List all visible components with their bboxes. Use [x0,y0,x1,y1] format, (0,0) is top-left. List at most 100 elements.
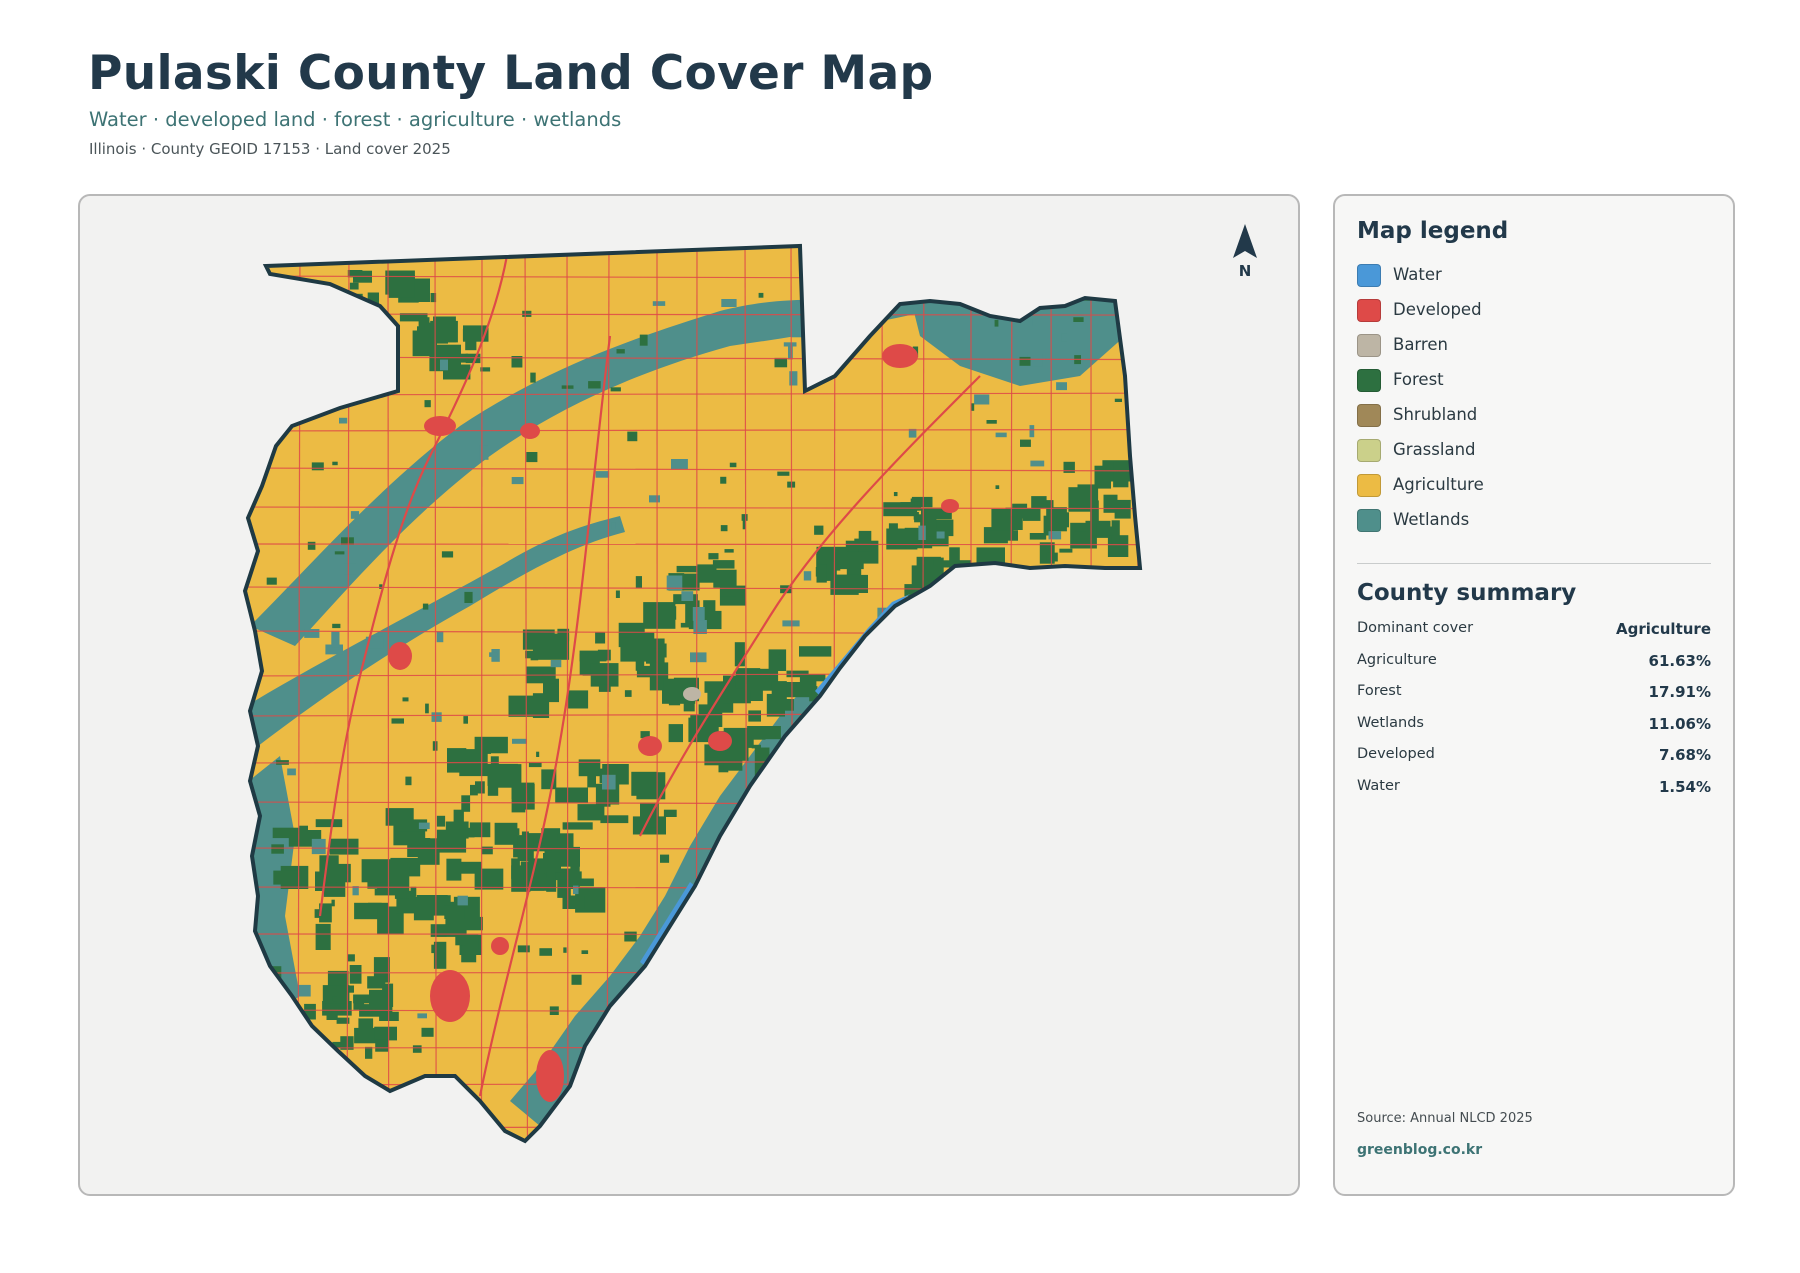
town-developed-area [491,937,509,955]
forest-patch [801,677,817,695]
forest-patch [805,984,817,992]
forest-patch [1101,1071,1106,1083]
forest-patch [639,334,648,346]
forest-patch [530,651,539,661]
wetland-patch [339,417,348,424]
forest-patch [663,809,677,817]
forest-patch [713,569,737,588]
forest-patch [448,861,482,874]
forest-patch [934,509,952,520]
summary-label: Developed [1357,746,1435,762]
forest-patch [920,514,937,530]
forest-patch [872,734,879,746]
forest-patch [960,658,970,663]
road-line [245,543,1140,546]
legend-label: Wetlands [1393,510,1470,529]
forest-patch [886,528,918,550]
highway [318,246,512,917]
forest-patch [385,270,415,295]
wetland-patch [1025,997,1041,1006]
wetland-patch [789,371,798,386]
forest-patch [537,633,570,660]
forest-patch [1062,662,1075,670]
forest-patch [949,547,960,574]
forest-patch [394,879,409,899]
forest-patch [742,517,746,530]
legend-label: Agriculture [1393,475,1484,494]
forest-patch [374,889,399,896]
forest-patch [773,864,783,876]
forest-patch [741,514,748,521]
forest-patch [430,320,458,343]
forest-patch [640,731,650,739]
forest-patch [1060,586,1070,595]
forest-patch [1000,1047,1013,1056]
wetland-patch [758,996,763,1004]
forest-patch [1093,954,1105,963]
page-subtitle: Water · developed land · forest · agricu… [89,108,622,131]
forest-patch [436,829,467,853]
wetland-patch [815,739,827,754]
forest-patch [799,646,832,657]
wetland-patch [692,607,705,621]
forest-patch [319,903,332,923]
forest-patch [539,948,552,956]
forest-patch [422,901,457,911]
forest-patch [918,656,923,665]
summary-row: Developed 7.68% [1357,746,1711,778]
highway [639,375,981,837]
summary-value: 7.68% [1658,746,1711,764]
forest-patch [307,541,316,550]
wetland-patch [1001,613,1012,630]
water-river-strip [815,594,910,696]
map-panel[interactable] [78,194,1300,1196]
forest-patch [379,584,383,589]
forest-patch [443,364,471,380]
forest-patch [418,317,430,327]
wetland-patch [1042,654,1050,666]
north-arrow-icon [1233,224,1257,258]
forest-patch [1064,776,1077,788]
wetland-patch [666,575,683,591]
forest-patch [1059,548,1073,553]
wetland-patch [1061,333,1068,342]
site-link[interactable]: greenblog.co.kr [1357,1142,1483,1158]
forest-patch [399,313,428,322]
forest-patch [975,574,1001,583]
north-label: N [1238,262,1252,280]
wetland-patch [611,522,616,530]
forest-patch [555,787,588,803]
forest-patch [814,525,824,535]
forest-patch [353,997,365,1010]
wetland-patch [681,927,686,939]
forest-patch [334,551,345,555]
summary-label: Wetlands [1357,714,1424,731]
forest-patch [464,591,473,603]
forest-patch [1065,814,1075,821]
wetland-patch [573,885,579,895]
forest-patch [1090,500,1099,526]
forest-patch [1067,889,1080,896]
wetland-patch [1030,460,1045,467]
wetland-patch [457,895,468,906]
land-cover-map[interactable] [80,196,1300,1196]
town-developed-area [430,970,470,1022]
forest-patch [332,996,337,1002]
forest-patch [914,501,926,506]
forest-patch [326,1010,338,1020]
forest-patch [712,984,721,988]
forest-patch [1006,778,1016,787]
barren-patch [683,687,701,701]
town-developed-area [520,423,540,439]
road-line [387,246,390,1141]
forest-patch [422,603,429,610]
forest-patch [402,697,409,702]
forest-patch [436,815,446,827]
forest-patch [511,785,526,813]
wetland-patch [1027,354,1043,367]
forest-patch [599,801,611,807]
forest-patch [361,859,394,883]
forest-patch [322,985,350,1004]
forest-patch [1028,908,1042,920]
forest-patch [327,970,349,989]
